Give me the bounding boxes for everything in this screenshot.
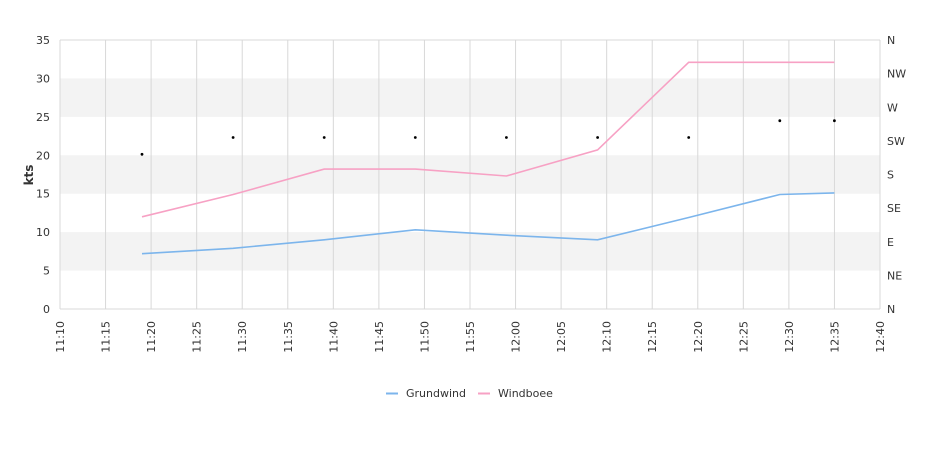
y2-tick-label: SW <box>887 135 905 148</box>
direction-marker <box>140 152 144 156</box>
grid-horizontal-lines <box>60 39 880 310</box>
series-line-grundwind <box>141 192 835 255</box>
x-tick-label: 11:35 <box>282 321 295 353</box>
x-tick-label: 12:05 <box>555 321 568 353</box>
y2-tick-label: NW <box>887 68 906 81</box>
x-tick-label: 11:10 <box>54 321 67 353</box>
direction-marker <box>413 136 417 139</box>
x-tick-label: 11:40 <box>327 321 340 353</box>
direction-marker <box>231 136 235 139</box>
x-tick-label: 12:15 <box>646 321 659 353</box>
x-tick-label: 12:10 <box>601 321 614 353</box>
x-tick-label: 11:30 <box>236 321 249 353</box>
legend-label[interactable]: Windboee <box>498 387 553 400</box>
direction-marker <box>778 119 782 123</box>
y-tick-label: 30 <box>36 72 50 85</box>
x-tick-label: 12:35 <box>828 321 841 353</box>
x-tick-label: 11:25 <box>191 321 204 353</box>
y2-tick-label: N <box>887 303 895 316</box>
x-tick-label: 11:45 <box>373 321 386 353</box>
x-tick-label: 12:20 <box>692 321 705 353</box>
y-axis-tick-labels: 0 5 10 15 20 25 30 35 <box>36 34 50 316</box>
x-tick-label: 11:15 <box>100 321 113 353</box>
x-tick-label: 12:30 <box>783 321 796 353</box>
y2-tick-label: NE <box>887 269 902 282</box>
y2-axis-tick-labels: N NE E SE S SW W NW N <box>887 34 906 316</box>
x-tick-label: 11:20 <box>145 321 158 353</box>
y2-tick-label: E <box>887 236 894 249</box>
y2-tick-label: W <box>887 101 898 114</box>
x-tick-label: 12:25 <box>737 321 750 353</box>
x-tick-label: 12:40 <box>874 321 887 353</box>
direction-marker <box>322 136 326 139</box>
y-tick-label: 25 <box>36 111 50 124</box>
y-tick-label: 20 <box>36 149 50 162</box>
direction-marker <box>687 136 691 139</box>
series-lines <box>141 61 835 255</box>
legend: Grundwind Windboee <box>386 387 553 400</box>
y-tick-label: 35 <box>36 34 50 47</box>
x-axis-tick-labels: 11:10 11:15 11:20 11:25 11:30 11:35 11:40 11:45… <box>54 321 887 353</box>
direction-markers <box>140 119 836 156</box>
y-tick-label: 10 <box>36 226 50 239</box>
series-line-windboee <box>141 61 835 218</box>
y2-tick-label: SE <box>887 202 901 215</box>
x-tick-label: 12:00 <box>510 321 523 353</box>
y-tick-label: 15 <box>36 188 50 201</box>
y-tick-label: 5 <box>43 265 50 278</box>
y-axis-title: kts <box>22 165 36 186</box>
direction-marker <box>596 136 599 139</box>
y-tick-label: 0 <box>43 303 50 316</box>
grid-vertical-lines <box>59 40 881 309</box>
y2-tick-label: S <box>887 169 894 182</box>
x-tick-label: 11:55 <box>464 321 477 353</box>
direction-marker <box>833 119 836 123</box>
x-tick-label: 11:50 <box>418 321 431 353</box>
y2-tick-label: N <box>887 34 895 47</box>
direction-marker <box>505 136 508 139</box>
legend-label[interactable]: Grundwind <box>406 387 466 400</box>
